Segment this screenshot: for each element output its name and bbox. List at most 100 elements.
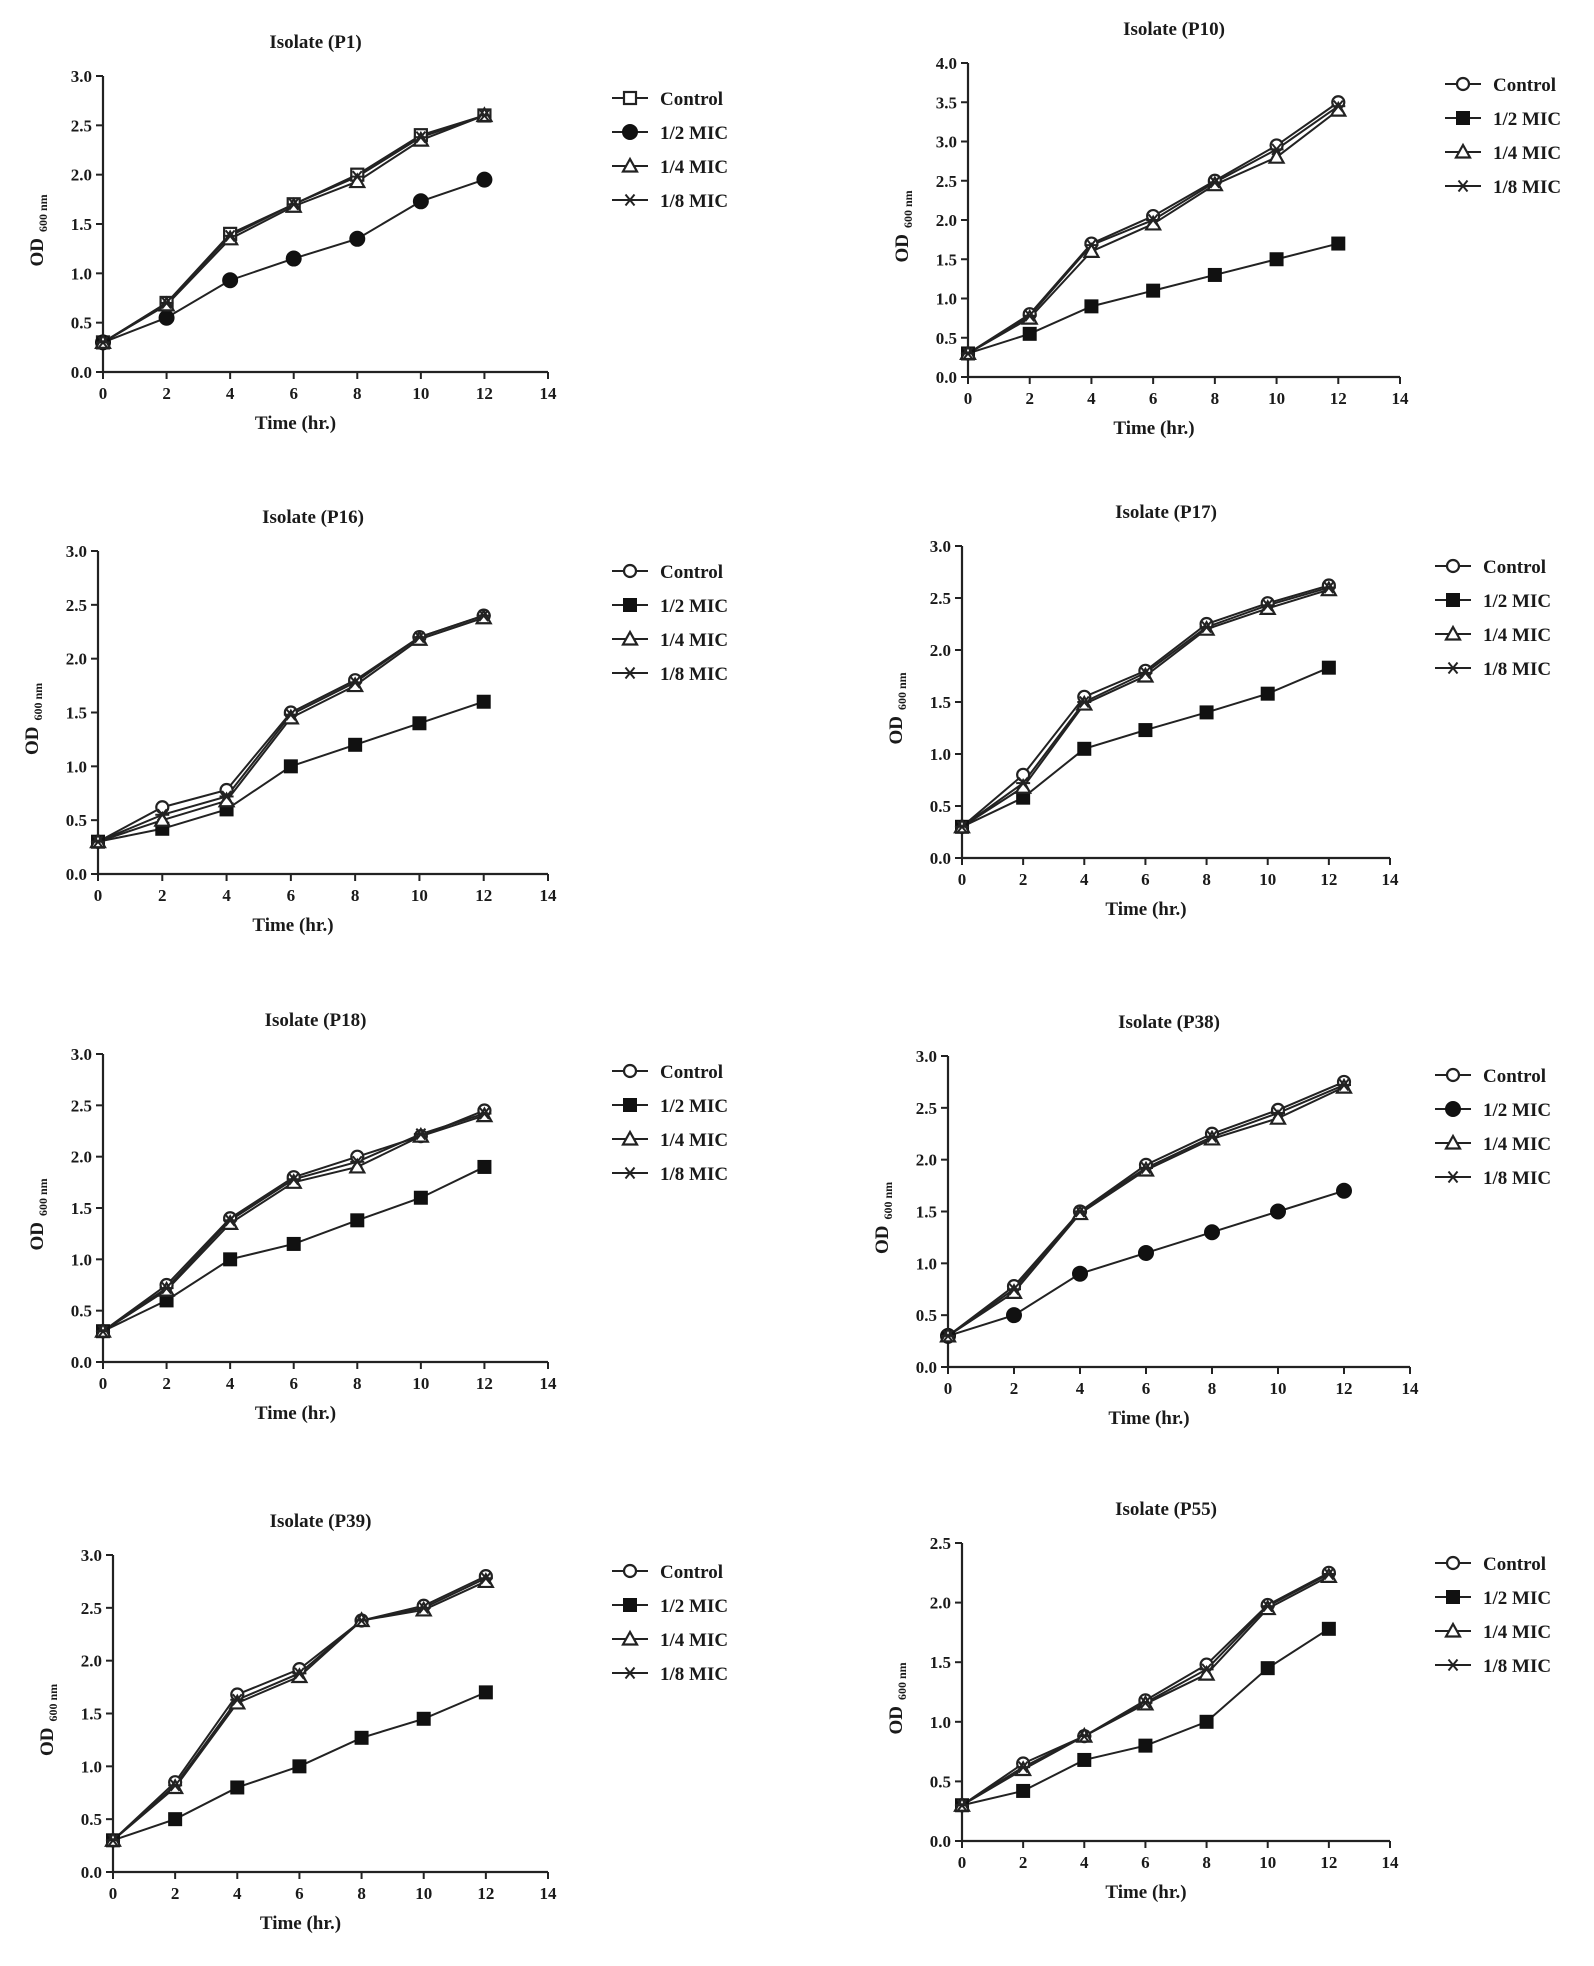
y-tick-label: 1.0: [71, 264, 92, 283]
legend-label: 1/2 MIC: [660, 1096, 728, 1117]
legend-label: 1/4 MIC: [1483, 1622, 1551, 1643]
y-axis-label-group: OD 600 nm: [872, 1182, 895, 1254]
x-tick-label: 10: [1259, 870, 1276, 889]
y-tick-label: 0.0: [916, 1358, 937, 1377]
x-tick-label: 4: [233, 1884, 242, 1903]
data-point-series-4: [350, 170, 365, 183]
x-tick-label: 12: [1320, 870, 1337, 889]
legend-marker: [1446, 1590, 1460, 1604]
y-axis-label-group: OD 600 nm: [886, 672, 909, 744]
data-point-series-2: [1138, 723, 1153, 738]
chart-title: Isolate (P18): [265, 1010, 367, 1031]
x-tick-label: 0: [958, 1853, 967, 1872]
x-tick-label: 14: [540, 1884, 558, 1903]
data-point-series-4: [223, 1214, 238, 1227]
y-tick-label: 2.0: [930, 641, 951, 660]
chart-panel-5: Isolate (P18) 0.0 0.5 1.0 1.5 2.0 2.5 3.0 0 2 4 6 8 1…: [27, 1010, 728, 1424]
x-tick-label: 10: [415, 1884, 432, 1903]
data-point-series-4: [1321, 581, 1336, 594]
x-tick-label: 2: [162, 384, 171, 403]
y-tick-label: 3.5: [936, 93, 957, 112]
y-axis-label-group: OD 600 nm: [27, 1178, 50, 1250]
y-tick-label: 1.5: [930, 1653, 951, 1672]
data-point-series-4: [223, 229, 238, 242]
y-tick-label: 0.0: [71, 363, 92, 382]
data-point-series-4: [1077, 1729, 1092, 1743]
y-tick-label: 2.5: [916, 1099, 937, 1118]
legend-label: 1/4 MIC: [660, 630, 728, 651]
legend-marker: [1444, 624, 1462, 641]
data-point-series-4: [286, 1173, 301, 1186]
data-point-series-4: [955, 1799, 969, 1812]
legend-marker: [1456, 111, 1470, 125]
y-axis-label: OD: [872, 1226, 893, 1255]
data-point-series-4: [1207, 176, 1222, 189]
x-tick-label: 0: [99, 1374, 108, 1393]
x-tick-label: 6: [1141, 1853, 1150, 1872]
legend-marker: [621, 156, 639, 173]
x-tick-label: 14: [1392, 389, 1410, 408]
y-tick-label: 2.0: [81, 1652, 102, 1671]
data-point-series-2: [1016, 1783, 1031, 1798]
data-point-series-4: [286, 198, 301, 211]
x-tick-label: 12: [475, 886, 492, 905]
legend: Control 1/2 MIC 1/4 MIC 1/8 MIC: [612, 562, 728, 685]
x-axis-label: Time (hr.): [255, 1403, 336, 1424]
x-tick-label: 4: [226, 384, 235, 403]
x-axis-label: Time (hr.): [1105, 899, 1186, 920]
x-tick-label: 6: [287, 886, 296, 905]
chart-panel-7: Isolate (P39) 0.0 0.5 1.0 1.5 2.0 2.5 3.0 0 2 4 6 8 1…: [37, 1511, 728, 1934]
y-tick-label: 1.5: [936, 250, 957, 269]
data-point-series-4: [348, 676, 363, 689]
y-tick-label: 0.5: [930, 1772, 951, 1791]
x-tick-label: 4: [1080, 870, 1089, 889]
data-point-series-2: [1084, 299, 1099, 314]
x-tick-label: 8: [357, 1884, 366, 1903]
x-tick-label: 6: [1141, 870, 1150, 889]
data-point-series-2: [1199, 705, 1214, 720]
data-point-series-4: [96, 1325, 110, 1338]
legend-marker: [621, 1629, 639, 1646]
data-point-series-4: [1138, 1696, 1153, 1709]
data-point-series-2: [350, 1213, 365, 1228]
legend-marker: [622, 1563, 638, 1579]
legend-marker: [1455, 76, 1471, 92]
data-point-series-2: [158, 309, 175, 326]
data-point-series-4: [413, 131, 428, 144]
legend-marker: [1445, 1067, 1461, 1083]
legend-marker: [1445, 1101, 1461, 1117]
chart-title: Isolate (P10): [1123, 19, 1225, 40]
chart-title: Isolate (P16): [262, 507, 364, 528]
y-axis-label-group: OD 600 nm: [37, 1684, 60, 1756]
y-tick-label: 0.5: [71, 1302, 92, 1321]
data-point-series-4: [476, 609, 491, 622]
data-point-series-4: [1337, 1078, 1351, 1092]
legend-marker: [623, 1598, 637, 1612]
data-point-series-2: [1260, 1661, 1275, 1676]
legend-label: Control: [1483, 1554, 1546, 1575]
data-point-series-4: [1138, 666, 1153, 680]
series-line-2: [961, 1627, 1330, 1807]
data-point-series-2: [1022, 326, 1037, 341]
data-point-series-4: [1205, 1130, 1219, 1143]
series-line-4: [112, 1577, 487, 1842]
data-point-series-4: [1016, 776, 1031, 790]
data-point-series-4: [478, 1572, 493, 1585]
y-tick-label: 1.0: [930, 745, 951, 764]
data-point-series-4: [1073, 1205, 1087, 1218]
legend-label: Control: [660, 562, 723, 583]
legend-marker: [1445, 558, 1461, 574]
data-point-series-2: [285, 250, 302, 267]
legend-label: Control: [660, 1062, 723, 1083]
y-tick-label: 1.5: [916, 1203, 937, 1222]
legend-label: Control: [1483, 557, 1546, 578]
y-tick-label: 0.0: [71, 1353, 92, 1372]
x-tick-label: 8: [1211, 389, 1220, 408]
x-tick-label: 2: [1019, 870, 1028, 889]
x-tick-label: 8: [1202, 1853, 1211, 1872]
x-tick-label: 14: [540, 1374, 558, 1393]
legend-label: 1/2 MIC: [1483, 1588, 1551, 1609]
y-axis-label-subscript: 600 nm: [46, 1684, 60, 1722]
x-tick-label: 2: [171, 1884, 180, 1903]
y-tick-label: 0.5: [81, 1810, 102, 1829]
